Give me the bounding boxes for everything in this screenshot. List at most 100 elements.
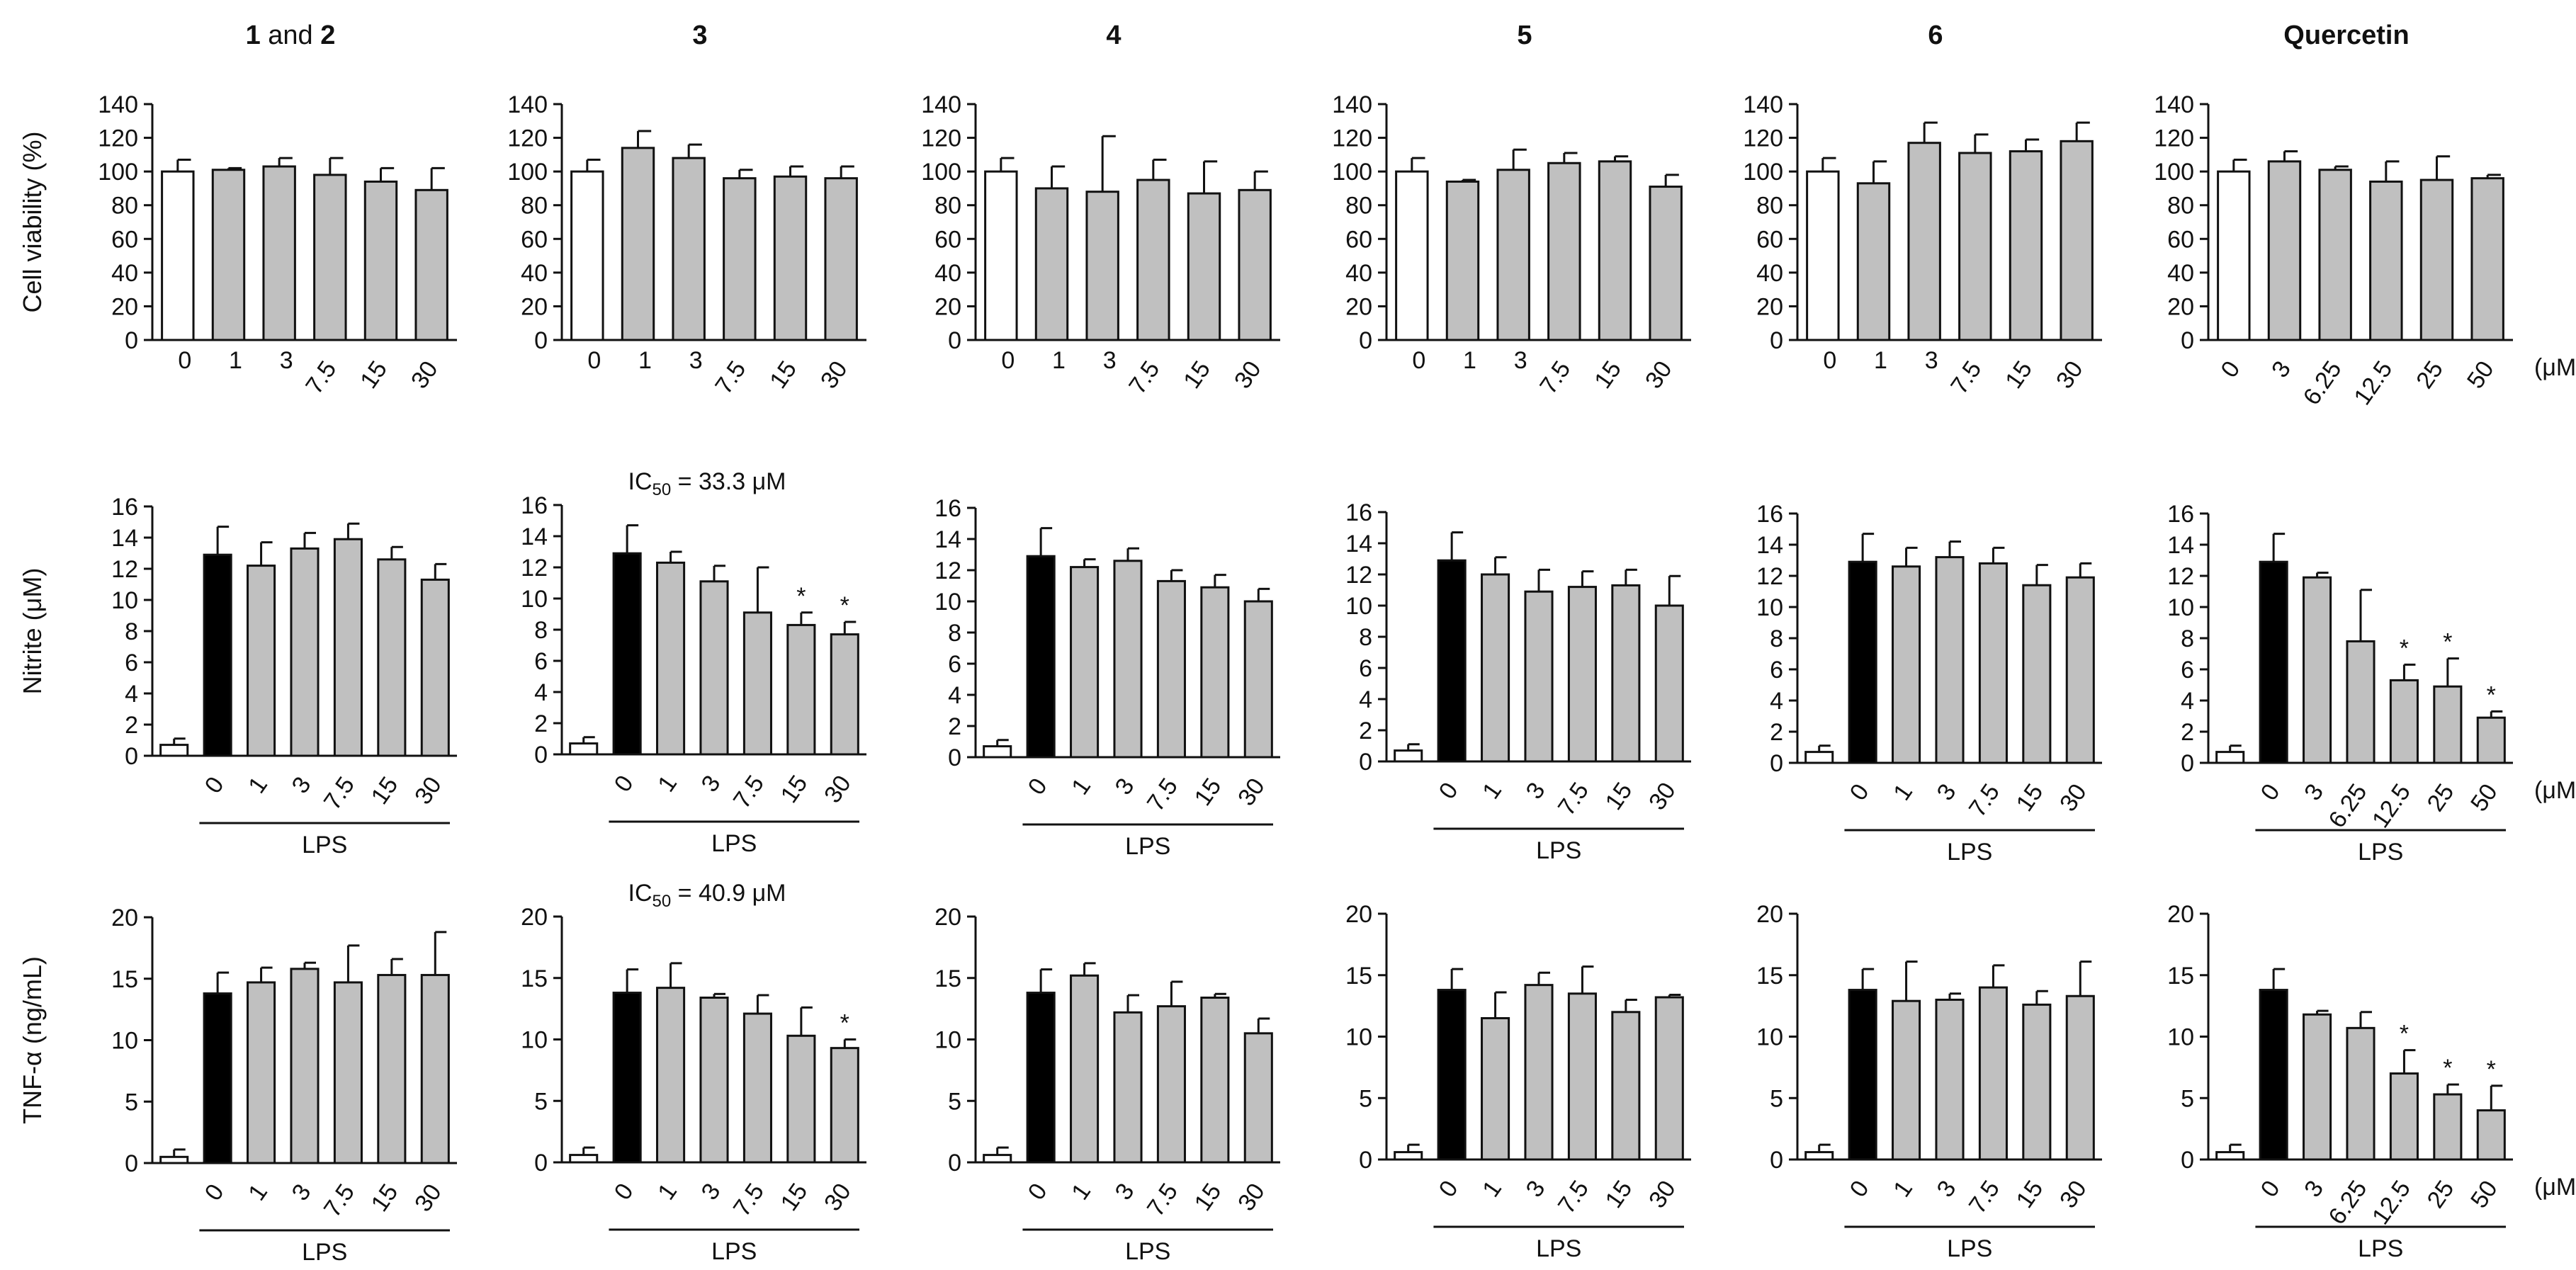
bar: [2470, 177, 2504, 341]
y-tick-label: 0: [534, 327, 548, 354]
bar: [656, 987, 686, 1164]
y-tick-label: 60: [111, 226, 138, 253]
y-tick-label: 16: [1756, 501, 1783, 528]
x-tick-label: 1: [653, 771, 682, 797]
y-tick-label: 2: [1770, 719, 1783, 746]
x-tick-label: 15: [1589, 356, 1627, 394]
x-tick-label: 30: [409, 772, 447, 810]
bar: [2419, 178, 2454, 341]
y-tick-label: 80: [1345, 193, 1372, 220]
x-tick-label: 0: [609, 771, 639, 797]
x-tick-label: 1: [243, 772, 273, 798]
x-tick-label: 15: [1190, 773, 1227, 811]
x-tick-label: 30: [815, 356, 853, 394]
y-tick-label: 10: [2167, 594, 2194, 621]
bar: [2433, 1093, 2463, 1161]
y-tick-label: 12: [111, 556, 138, 583]
y-tick-label: 0: [1770, 750, 1783, 777]
y-tick-label: 10: [934, 1027, 961, 1054]
y-tick-label: 40: [2167, 260, 2194, 287]
column-title-part: 1: [246, 21, 261, 50]
bar: [742, 1012, 772, 1164]
unit-label: (μM): [2534, 354, 2576, 381]
y-tick-label: 10: [1345, 593, 1372, 620]
x-tick-label: 1: [1888, 1176, 1918, 1202]
y-tick-label: 80: [934, 193, 961, 220]
column-title: Quercetin: [2283, 21, 2409, 50]
x-tick-label: 30: [2051, 356, 2089, 394]
x-tick-label: 0: [1845, 1176, 1875, 1202]
x-tick-label: 7.5: [1142, 773, 1183, 817]
bar: [1156, 1005, 1186, 1164]
bar: [1567, 586, 1597, 763]
y-axis-label: Cell viability (%): [18, 131, 47, 312]
y-tick-label: 140: [1332, 91, 1372, 118]
y-tick-label: 8: [125, 618, 138, 645]
x-tick-label: 15: [1600, 778, 1638, 815]
bar: [830, 633, 859, 756]
bar: [1481, 1016, 1510, 1161]
y-tick-label: 5: [534, 1088, 548, 1115]
x-tick-label: 0: [1823, 347, 1836, 374]
bar: [333, 981, 363, 1164]
significance-star: *: [2400, 635, 2409, 662]
bar: [1136, 178, 1170, 341]
y-tick-label: 60: [2167, 226, 2194, 253]
bar: [2009, 150, 2043, 341]
bar: [2389, 679, 2419, 764]
x-tick-label: 15: [776, 1179, 813, 1216]
y-axis-label: TNF-α (ng/mL): [18, 956, 47, 1124]
y-tick-label: 20: [2167, 901, 2194, 928]
x-tick-label: 0: [1412, 347, 1425, 374]
y-tick-label: 12: [2167, 563, 2194, 590]
y-tick-label: 16: [111, 494, 138, 521]
bar: [2259, 560, 2288, 764]
significance-star: *: [840, 592, 849, 619]
bar: [1070, 974, 1100, 1164]
column-title-part: 4: [1106, 21, 1121, 50]
y-tick-label: 4: [1770, 688, 1783, 715]
bar: [290, 547, 320, 757]
x-tick-label: 25: [2422, 779, 2460, 817]
column-title: 1 and 2: [246, 21, 336, 50]
bar: [1524, 590, 1554, 763]
y-tick-label: 14: [1345, 531, 1372, 557]
lps-label: LPS: [2358, 839, 2403, 866]
y-tick-label: 4: [948, 682, 961, 709]
y-tick-label: 20: [934, 904, 961, 931]
y-tick-label: 20: [2167, 293, 2194, 320]
x-tick-label: 3: [1932, 1176, 1962, 1202]
x-tick-label: 6.25: [2323, 779, 2372, 833]
y-tick-label: 6: [948, 651, 961, 678]
x-tick-label: 7.5: [319, 772, 360, 815]
bar: [621, 147, 655, 341]
bar: [984, 170, 1018, 341]
x-tick-label: 7.5: [1535, 356, 1576, 399]
y-tick-label: 6: [1770, 657, 1783, 684]
bar: [656, 561, 686, 756]
bar: [1547, 161, 1581, 341]
y-tick-label: 0: [534, 1150, 548, 1177]
y-tick-label: 10: [1345, 1024, 1372, 1051]
ic50-annotation: IC50 = 33.3 μM: [628, 468, 786, 499]
x-tick-label: 0: [2215, 356, 2245, 382]
y-tick-label: 60: [934, 226, 961, 253]
y-tick-label: 14: [1756, 532, 1783, 559]
bar: [333, 538, 363, 757]
significance-star: *: [2443, 1055, 2452, 1082]
x-tick-label: 30: [1233, 773, 1270, 811]
y-tick-label: 60: [1756, 226, 1783, 253]
bar: [699, 580, 729, 756]
y-tick-label: 15: [1345, 963, 1372, 990]
x-tick-label: 1: [1066, 1179, 1096, 1205]
y-tick-label: 5: [125, 1089, 138, 1116]
bar: [2389, 1072, 2419, 1161]
bar: [983, 1154, 1012, 1164]
x-tick-label: 3: [2299, 779, 2329, 805]
bar: [672, 157, 706, 341]
y-tick-label: 16: [521, 492, 548, 519]
